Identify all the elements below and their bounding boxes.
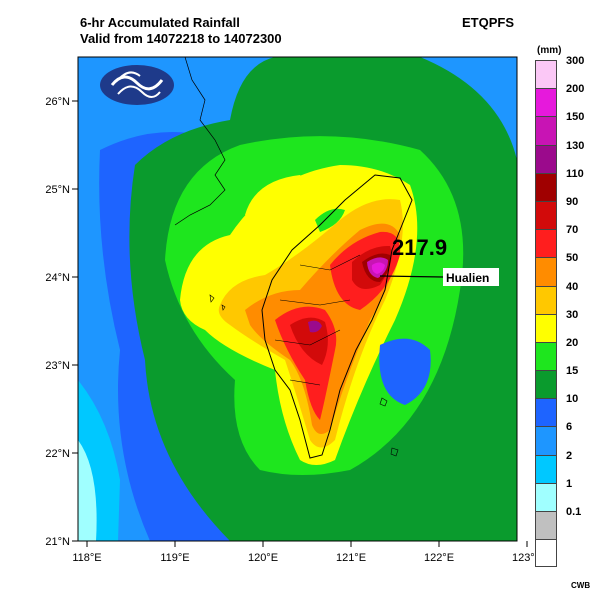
chart-title: 6-hr Accumulated Rainfall	[80, 15, 240, 30]
legend-swatch: 30	[535, 309, 578, 342]
y-tick-label: 23°N	[45, 360, 70, 372]
x-tick-label: 118°E	[72, 552, 101, 564]
legend-swatch: 15	[535, 365, 578, 399]
x-tick-label: 120°E	[248, 552, 278, 564]
legend-label: 6	[566, 421, 573, 434]
y-tick-label: 22°N	[45, 448, 70, 460]
legend-swatch: 6	[535, 421, 572, 455]
legend-label: 20	[566, 336, 579, 349]
station-label-box	[443, 268, 499, 286]
legend-label: 200	[566, 83, 585, 96]
orchid-island	[390, 447, 399, 457]
lake-green	[315, 208, 345, 232]
y-tick-label: 25°N	[45, 184, 70, 196]
station-leader-line	[379, 275, 444, 278]
legend-unit: (mm)	[537, 45, 562, 56]
x-tick-label: 123°E	[512, 552, 542, 564]
magenta-core	[371, 262, 385, 274]
legend-label: 40	[566, 280, 579, 293]
legend-label: 10	[566, 393, 579, 406]
legend-label: 50	[566, 252, 579, 265]
color-legend: 300 200 150 130 110 90 70 50 40 30 20 15 10 6 2 1 0.1	[535, 55, 584, 568]
penghu-islands	[209, 294, 226, 311]
x-axis-ticks: 118°E 119°E 120°E 121°E 122°E 123°E	[72, 541, 542, 564]
legend-label: 110	[566, 167, 584, 180]
legend-label: 1	[566, 477, 573, 490]
legend-swatch: 130	[535, 140, 584, 173]
blue-pocket	[379, 338, 431, 405]
legend-swatch: 40	[535, 281, 578, 314]
legend-swatch: 110	[535, 168, 584, 201]
coastline	[261, 174, 413, 459]
green-island	[379, 397, 388, 407]
x-tick-label: 122°E	[424, 552, 454, 564]
y-tick-label: 21°N	[45, 536, 70, 548]
legend-label: 90	[566, 195, 579, 208]
agency-logo	[100, 65, 174, 105]
legend-swatch: 70	[535, 224, 578, 258]
legend-swatch: 90	[535, 196, 578, 230]
legend-label: 150	[566, 111, 585, 124]
legend-swatch: 20	[535, 337, 578, 371]
legend-label: 70	[566, 224, 579, 237]
model-name: ETQPFS	[462, 15, 515, 30]
map-frame	[77, 56, 518, 542]
cyan-patch	[78, 440, 97, 541]
y-axis-ticks: 26°N 25°N 24°N 23°N 22°N 21°N	[45, 96, 78, 548]
legend-label: 300	[566, 55, 585, 67]
legend-label: 30	[566, 308, 579, 321]
yellow-band-north	[245, 175, 310, 224]
credit-label: CWB	[571, 581, 591, 590]
legend-swatch: 50	[535, 252, 578, 286]
legend-label: 130	[566, 139, 585, 152]
legend-swatch: 150	[535, 111, 584, 145]
legend-label: 15	[566, 365, 579, 378]
legend-swatch: 1	[535, 478, 572, 511]
x-tick-label: 119°E	[160, 552, 189, 564]
legend-label: 0.1	[566, 506, 582, 518]
legend-label: 2	[566, 449, 573, 462]
x-tick-label: 121°E	[336, 552, 366, 564]
china-coast	[174, 57, 226, 226]
max-value-label: 217.9	[392, 235, 447, 260]
chart-subtitle: Valid from 14072218 to 14072300	[80, 31, 282, 46]
legend-swatch: 0.1	[535, 506, 581, 540]
station-label: Hualien	[446, 271, 489, 285]
legend-swatch: 2	[535, 450, 572, 483]
county-borders	[274, 254, 361, 386]
legend-swatch	[535, 539, 557, 568]
y-tick-label: 26°N	[45, 96, 70, 108]
purple-core-south	[308, 320, 322, 333]
legend-swatch: 10	[535, 393, 578, 427]
legend-swatch: 300	[535, 55, 584, 89]
legend-swatch: 200	[535, 83, 584, 117]
y-tick-label: 24°N	[45, 272, 70, 284]
